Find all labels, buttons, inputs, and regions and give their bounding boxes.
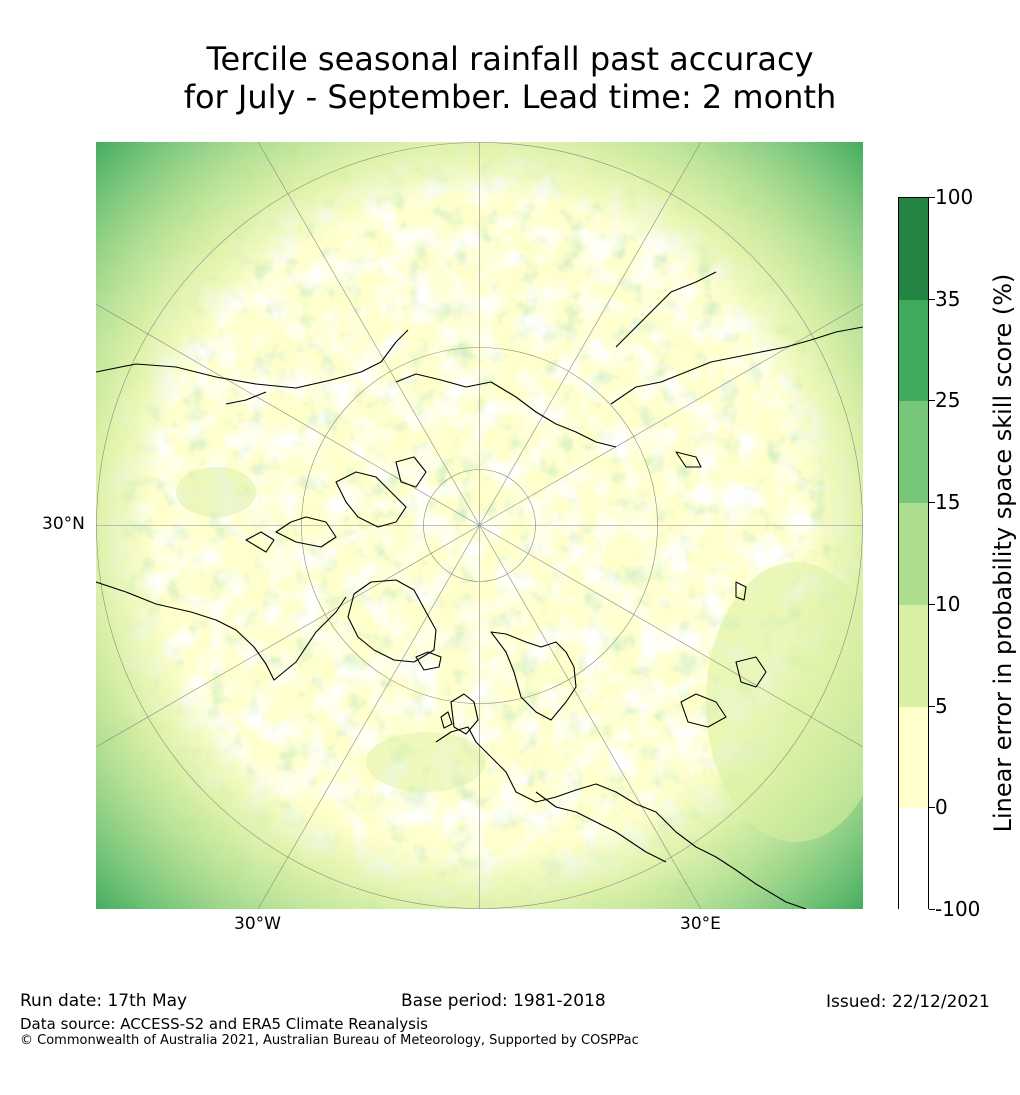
- caspian-black-sea: [680, 656, 767, 728]
- colorbar-tick: [929, 298, 935, 300]
- europe-coast: [435, 726, 807, 909]
- colorbar-segment: [899, 198, 928, 301]
- canadian-archipelago: [335, 456, 427, 528]
- north-america-coast: [96, 516, 347, 681]
- graticule: [96, 142, 863, 909]
- colorbar-title: Linear error in probability space skill …: [989, 273, 1017, 833]
- data-source: Data source: ACCESS-S2 and ERA5 Climate …: [20, 1015, 428, 1033]
- colorbar-tick-label: -100: [935, 897, 981, 921]
- colorbar-segment: [899, 299, 928, 402]
- colorbar-segment: [899, 604, 928, 708]
- siberia-coast: [395, 271, 863, 448]
- mediterranean-coast: [535, 791, 667, 863]
- colorbar-tick: [929, 705, 935, 707]
- colorbar-tick: [929, 502, 935, 504]
- colorbar-segment: [899, 808, 928, 911]
- issued-date: Issued: 22/12/2021: [826, 992, 990, 1012]
- coastlines: [96, 271, 863, 909]
- colorbar-tick-label: 100: [935, 185, 974, 209]
- colorbar-segment: [899, 401, 928, 504]
- colorbar-tick-label: 5: [935, 693, 948, 718]
- colorbar-tick-label: 25: [935, 388, 961, 413]
- iceland: [415, 651, 442, 671]
- colorbar: [898, 197, 929, 911]
- colorbar-segment: [899, 503, 928, 606]
- polar-skill-map: [96, 142, 863, 909]
- europe-scandinavia-coast: [490, 631, 577, 721]
- colorbar-tick: [929, 197, 935, 198]
- asia-interior-lakes: [675, 451, 747, 601]
- colorbar-tick-label: 15: [935, 490, 961, 515]
- chart-title-line-1: Tercile seasonal rainfall past accuracy: [206, 40, 814, 78]
- colorbar-tick: [929, 807, 935, 809]
- colorbar-tick-label: 35: [935, 286, 961, 311]
- base-period: Base period: 1981-2018: [401, 991, 606, 1011]
- colorbar-segment: [899, 706, 928, 809]
- greenland-coast: [347, 579, 437, 663]
- alaska-coast: [96, 329, 409, 405]
- colorbar-tick: [929, 603, 935, 605]
- colorbar-tick-label: 10: [935, 591, 961, 616]
- british-isles: [440, 693, 479, 735]
- lon-label-30e: 30°E: [680, 914, 721, 934]
- run-date: Run date: 17th May: [20, 991, 188, 1011]
- copyright: © Commonwealth of Australia 2021, Austra…: [20, 1033, 639, 1048]
- colorbar-tick-label: 0: [935, 795, 948, 820]
- lat-label-30n: 30°N: [42, 514, 85, 534]
- chart-title-line-2: for July - September. Lead time: 2 month: [183, 78, 837, 116]
- lon-label-30w: 30°W: [234, 914, 281, 934]
- colorbar-tick: [929, 400, 935, 402]
- colorbar-tick: [929, 909, 935, 910]
